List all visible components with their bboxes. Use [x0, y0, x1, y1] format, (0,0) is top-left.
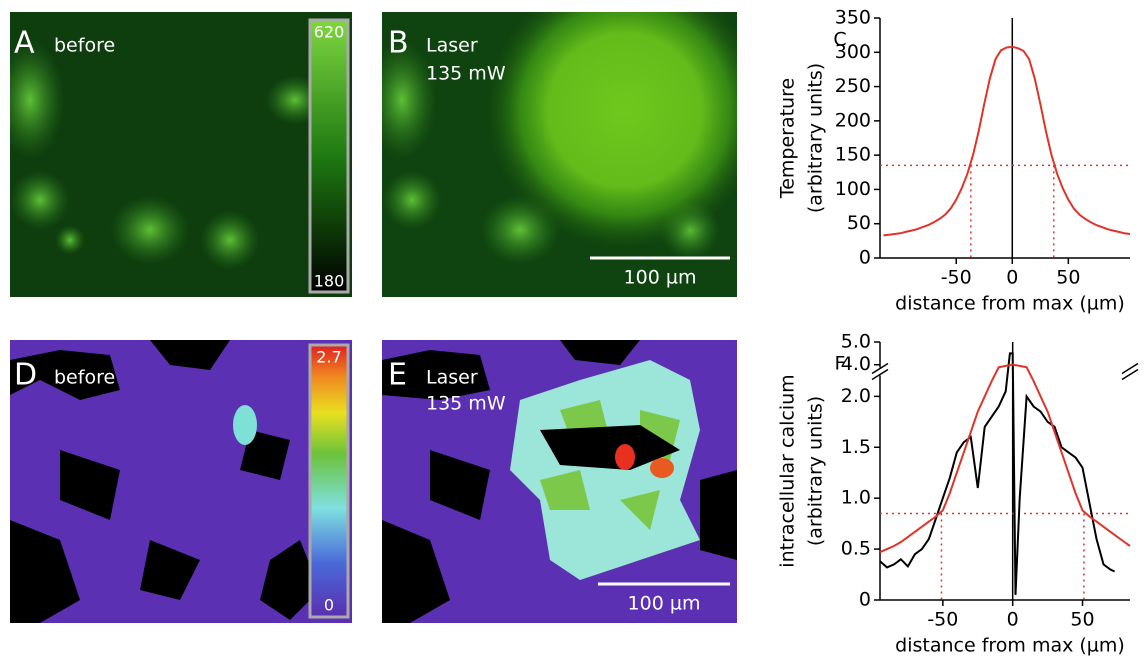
y-tick-label: 2.0: [841, 385, 871, 407]
y-tick-label: 0: [859, 247, 871, 269]
y-tick-label: 100: [835, 178, 871, 200]
x-tick-label: 50: [1070, 609, 1094, 631]
axis-break: [1122, 370, 1138, 380]
x-tick-label: 0: [1006, 267, 1018, 289]
colorbar-max: 620: [314, 23, 345, 42]
panel-label: D: [14, 358, 37, 393]
x-tick-label: -50: [927, 609, 958, 631]
y-tick-label: 0.5: [841, 538, 871, 560]
y-tick-label: 300: [835, 41, 871, 63]
x-axis-label: distance from max (µm): [895, 635, 1125, 657]
data-line: [880, 353, 1115, 595]
y-tick-label: 150: [835, 144, 871, 166]
colorbar-min: 0: [324, 596, 334, 615]
page: {"panel_a": {"label": "A", "caption": "b…: [0, 0, 1148, 663]
caption: Laser: [426, 367, 478, 389]
y-tick-label: 50: [847, 212, 871, 234]
panel-a: [0, 12, 352, 297]
y-tick-label: 5.0: [841, 331, 871, 353]
caption: 135 mW: [426, 393, 506, 415]
caption: Laser: [426, 35, 478, 57]
scale-bar-label: 100 µm: [628, 593, 701, 615]
y-axis-label: (arbitrary units): [805, 396, 827, 546]
y-axis-label: (arbitrary units): [805, 63, 827, 213]
y-axis-label: Temperature: [777, 78, 799, 199]
data-line: [883, 47, 1130, 236]
y-tick-label: 1.0: [841, 487, 871, 509]
y-tick-label: 4.0: [841, 353, 871, 375]
caption: before: [54, 35, 115, 57]
panel-label: E: [388, 358, 407, 393]
caption: 135 mW: [426, 63, 506, 85]
panel-label: A: [14, 26, 35, 61]
figure: A before 620 180 B Laser 135 mW 100 µm D…: [0, 0, 1148, 659]
colorbar-max: 2.7: [316, 348, 341, 367]
y-tick-label: 200: [835, 109, 871, 131]
x-axis-label: distance from max (µm): [895, 293, 1125, 315]
y-axis-label: intracellular calcium: [777, 374, 799, 567]
y-tick-label: 250: [835, 75, 871, 97]
axis-break: [1122, 364, 1138, 374]
panel-label: B: [388, 26, 409, 61]
colorbar-min: 180: [314, 272, 345, 291]
x-tick-label: 0: [1007, 609, 1019, 631]
x-tick-label: 50: [1056, 267, 1080, 289]
x-tick-label: -50: [941, 267, 972, 289]
caption: before: [54, 367, 115, 389]
y-tick-label: 1.5: [841, 436, 871, 458]
y-tick-label: 350: [835, 7, 871, 29]
scale-bar-label: 100 µm: [624, 267, 697, 289]
y-tick-label: 0: [859, 589, 871, 611]
